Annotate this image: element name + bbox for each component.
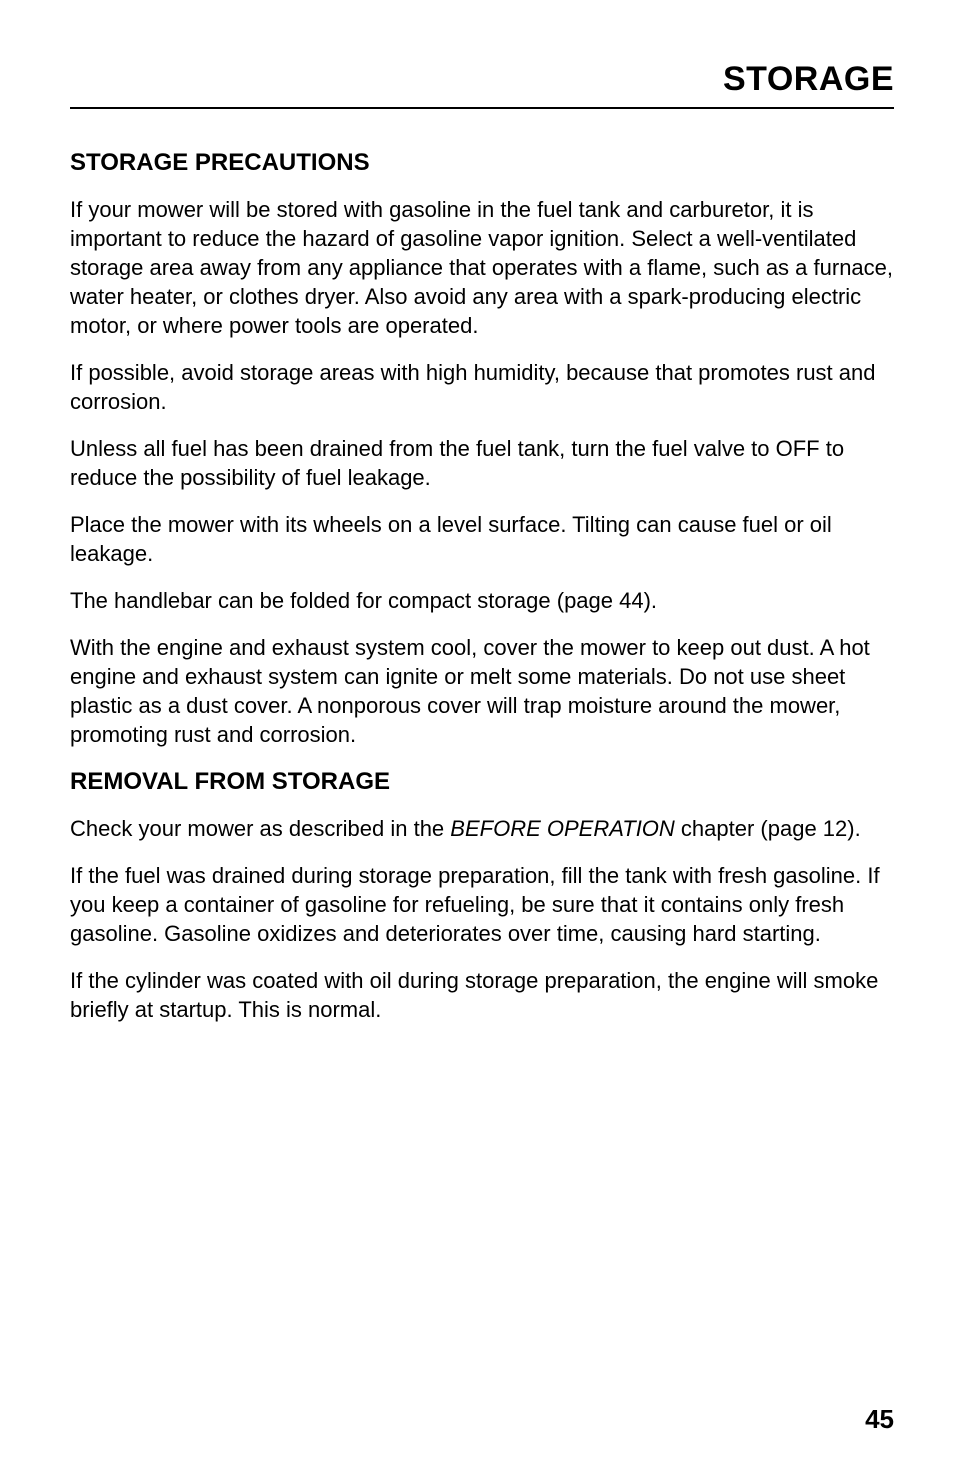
paragraph: With the engine and exhaust system cool,… [70,633,894,749]
paragraph: Place the mower with its wheels on a lev… [70,510,894,568]
text-run-italic: BEFORE OPERATION [450,816,675,841]
page-header: STORAGE [70,60,894,109]
text-run: Check your mower as described in the [70,816,450,841]
text-run: chapter (page 12). [675,816,861,841]
paragraph: If possible, avoid storage areas with hi… [70,358,894,416]
paragraph: Unless all fuel has been drained from th… [70,434,894,492]
section-removal-from-storage: REMOVAL FROM STORAGE Check your mower as… [70,768,894,1024]
paragraph: Check your mower as described in the BEF… [70,814,894,843]
paragraph: If the fuel was drained during storage p… [70,861,894,948]
section-storage-precautions: STORAGE PRECAUTIONS If your mower will b… [70,149,894,750]
section-heading: STORAGE PRECAUTIONS [70,149,894,177]
page-number: 45 [865,1404,894,1435]
header-title: STORAGE [723,60,894,98]
paragraph: If your mower will be stored with gasoli… [70,195,894,340]
paragraph: If the cylinder was coated with oil duri… [70,966,894,1024]
section-heading: REMOVAL FROM STORAGE [70,768,894,796]
paragraph: The handlebar can be folded for compact … [70,586,894,615]
